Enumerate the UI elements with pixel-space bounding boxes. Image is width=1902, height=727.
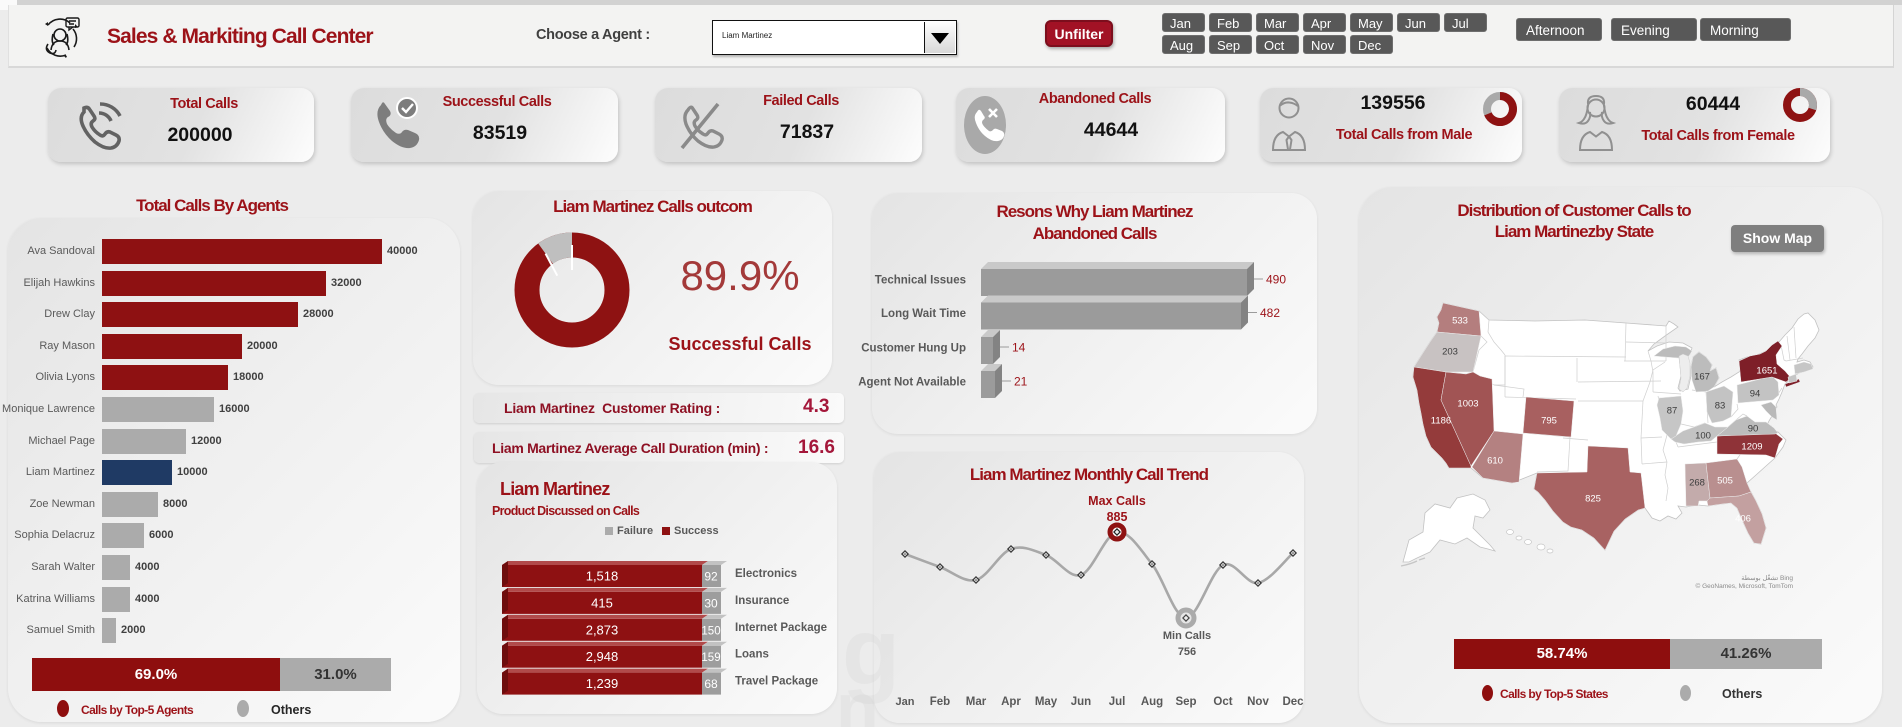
svg-text:94: 94 <box>1750 389 1761 400</box>
svg-text:87: 87 <box>1667 406 1678 417</box>
svg-text:Feb: Feb <box>930 696 950 708</box>
svg-text:© GeoNames, Microsoft, TomTom: © GeoNames, Microsoft, TomTom <box>1696 582 1794 590</box>
svg-text:1,518: 1,518 <box>586 569 619 584</box>
svg-text:May: May <box>1035 696 1058 708</box>
svg-text:1186: 1186 <box>1431 416 1451 427</box>
svg-text:1209: 1209 <box>1741 442 1762 453</box>
svg-text:482: 482 <box>1260 306 1280 320</box>
svg-text:2,948: 2,948 <box>586 649 619 664</box>
svg-text:610: 610 <box>1487 456 1503 467</box>
svg-text:Nov: Nov <box>1247 696 1269 708</box>
svg-text:Jul: Jul <box>1109 696 1126 708</box>
svg-text:Dec: Dec <box>1282 696 1304 708</box>
svg-text:1,239: 1,239 <box>586 676 619 691</box>
svg-text:885: 885 <box>1107 510 1128 524</box>
svg-text:Travel Package: Travel Package <box>735 676 818 688</box>
svg-text:406: 406 <box>1735 514 1751 525</box>
svg-text:490: 490 <box>1266 273 1286 287</box>
svg-text:505: 505 <box>1717 476 1733 487</box>
svg-text:Loans: Loans <box>735 649 769 661</box>
svg-text:415: 415 <box>591 595 613 610</box>
svg-text:Long Wait Time: Long Wait Time <box>881 308 966 320</box>
svg-text:1651: 1651 <box>1756 366 1777 377</box>
svg-text:90: 90 <box>1748 424 1759 435</box>
svg-text:Oct: Oct <box>1213 696 1232 708</box>
svg-text:83: 83 <box>1715 401 1726 412</box>
svg-text:21: 21 <box>1014 375 1028 389</box>
svg-text:Customer Hung Up: Customer Hung Up <box>861 343 966 355</box>
svg-text:Jan: Jan <box>896 696 915 708</box>
svg-text:Internet Package: Internet Package <box>735 622 827 634</box>
svg-text:Agent Not Available: Agent Not Available <box>858 377 966 389</box>
svg-text:Aug: Aug <box>1141 696 1163 708</box>
svg-text:159: 159 <box>701 652 720 664</box>
svg-text:14: 14 <box>1012 341 1026 355</box>
svg-text:756: 756 <box>1178 646 1196 658</box>
svg-text:268: 268 <box>1689 478 1705 489</box>
svg-text:2,873: 2,873 <box>586 622 619 637</box>
svg-text:100: 100 <box>1695 431 1711 442</box>
svg-text:150: 150 <box>701 625 720 637</box>
svg-text:Electronics: Electronics <box>735 568 797 580</box>
svg-text:تشغّل بوسطة Bing: تشغّل بوسطة Bing <box>1741 573 1793 582</box>
svg-text:795: 795 <box>1541 416 1557 427</box>
svg-text:Min Calls: Min Calls <box>1163 630 1211 642</box>
svg-text:30: 30 <box>704 596 718 610</box>
svg-text:92: 92 <box>704 570 718 584</box>
svg-text:68: 68 <box>704 677 718 691</box>
svg-text:Sep: Sep <box>1175 696 1196 708</box>
svg-text:1003: 1003 <box>1457 399 1478 410</box>
svg-text:Mar: Mar <box>966 696 987 708</box>
svg-text:Insurance: Insurance <box>735 595 789 607</box>
svg-text:Apr: Apr <box>1001 696 1021 708</box>
svg-text:203: 203 <box>1442 347 1458 358</box>
svg-text:167: 167 <box>1694 372 1710 383</box>
svg-text:Jun: Jun <box>1071 696 1091 708</box>
svg-text:533: 533 <box>1452 316 1468 327</box>
svg-text:Technical Issues: Technical Issues <box>875 275 966 287</box>
svg-text:825: 825 <box>1585 494 1601 505</box>
svg-text:Max Calls: Max Calls <box>1088 494 1146 508</box>
